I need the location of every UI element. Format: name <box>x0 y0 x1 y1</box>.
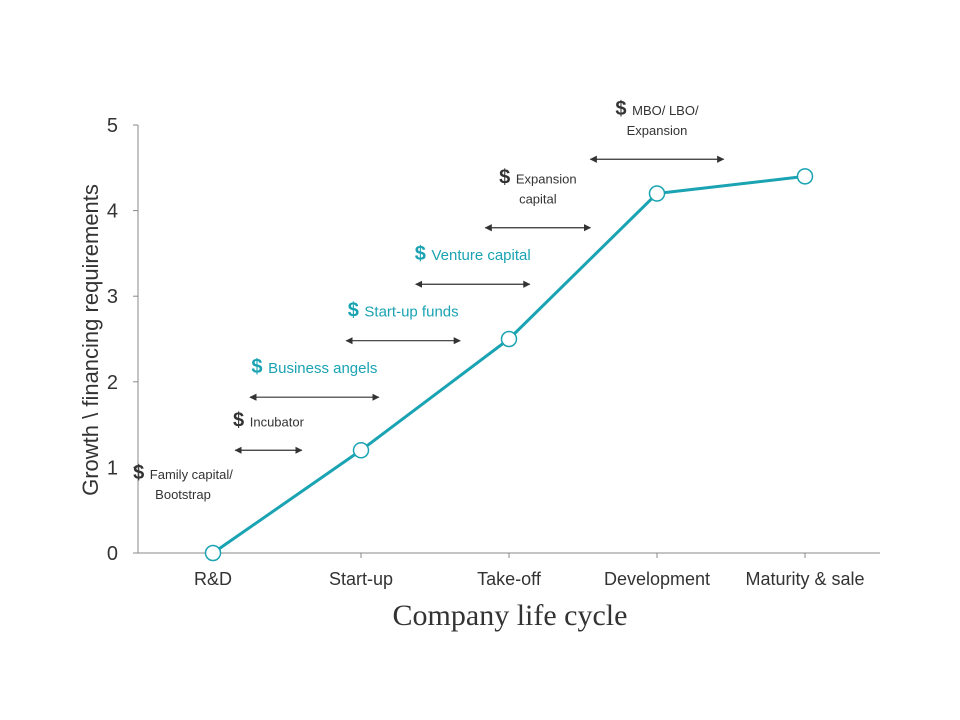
annotation-label: $ Business angels <box>251 356 377 378</box>
y-tick-label: 3 <box>107 286 118 308</box>
annotation-label: $ Family capital/ <box>133 462 233 484</box>
annotation-label: $ MBO/ LBO/ <box>615 98 699 120</box>
data-point <box>204 544 222 562</box>
x-axis-label: Company life cycle <box>393 599 628 632</box>
annotation-text: Family capital/ <box>150 467 233 482</box>
dollar-icon: $ <box>348 300 365 322</box>
x-tick-label: Start-up <box>329 569 393 589</box>
data-point <box>648 185 666 202</box>
annotation-text: Incubator <box>250 414 305 429</box>
financing-stage-annotation: $ Start-up funds <box>345 300 461 345</box>
y-tick-label: 5 <box>107 115 118 137</box>
x-tick-label: Maturity & sale <box>745 569 864 589</box>
dollar-icon: $ <box>233 409 250 431</box>
annotation-text: Business angels <box>268 360 377 377</box>
annotation-label-line: capital <box>519 192 557 207</box>
y-tick-label: 4 <box>107 201 118 223</box>
annotation-text: Start-up funds <box>364 304 458 321</box>
annotation-label: $ Start-up funds <box>348 300 459 322</box>
x-tick-label: Take-off <box>477 569 542 589</box>
series-line <box>204 168 814 562</box>
annotation-label: $ Expansion <box>499 167 576 189</box>
annotation-label-line: Expansion <box>627 123 688 138</box>
annotation-text: Venture capital <box>431 247 530 264</box>
financing-stage-annotation: $ Family capital/Bootstrap <box>133 462 233 502</box>
y-tick-label: 1 <box>107 457 118 479</box>
annotation-label: $ Incubator <box>233 409 305 431</box>
annotation-label: $ Venture capital <box>415 243 531 265</box>
dollar-icon: $ <box>415 243 432 265</box>
dollar-icon: $ <box>133 462 150 484</box>
financing-stage-annotation: $ Incubator <box>233 409 305 454</box>
axes: 0 1 2 3 4 5 R&D Start-up Take-off Development Matu… <box>107 115 880 589</box>
x-tick-label: R&D <box>194 569 232 589</box>
financing-stage-annotation: $ Venture capital <box>415 243 531 288</box>
y-axis-label: Growth \ financing requirements <box>78 184 103 496</box>
data-point <box>796 168 814 185</box>
financing-stage-annotation: $ Expansion capital <box>484 167 592 232</box>
data-point <box>352 442 370 459</box>
annotation-label-line: Bootstrap <box>155 487 211 502</box>
dollar-icon: $ <box>499 167 516 189</box>
financing-stage-annotation: $ Business angels <box>249 356 380 401</box>
dollar-icon: $ <box>615 98 632 120</box>
data-point <box>500 330 518 348</box>
annotation-text: MBO/ LBO/ <box>632 103 699 118</box>
dollar-icon: $ <box>251 356 268 378</box>
financing-annotations: $ Family capital/Bootstrap$ Incubator$ B… <box>133 98 725 502</box>
y-tick-label: 0 <box>107 543 118 565</box>
annotation-text: Expansion <box>516 172 577 187</box>
x-tick-label: Development <box>604 569 710 589</box>
financing-stage-annotation: $ MBO/ LBO/Expansion <box>589 98 725 163</box>
y-tick-label: 2 <box>107 372 118 394</box>
